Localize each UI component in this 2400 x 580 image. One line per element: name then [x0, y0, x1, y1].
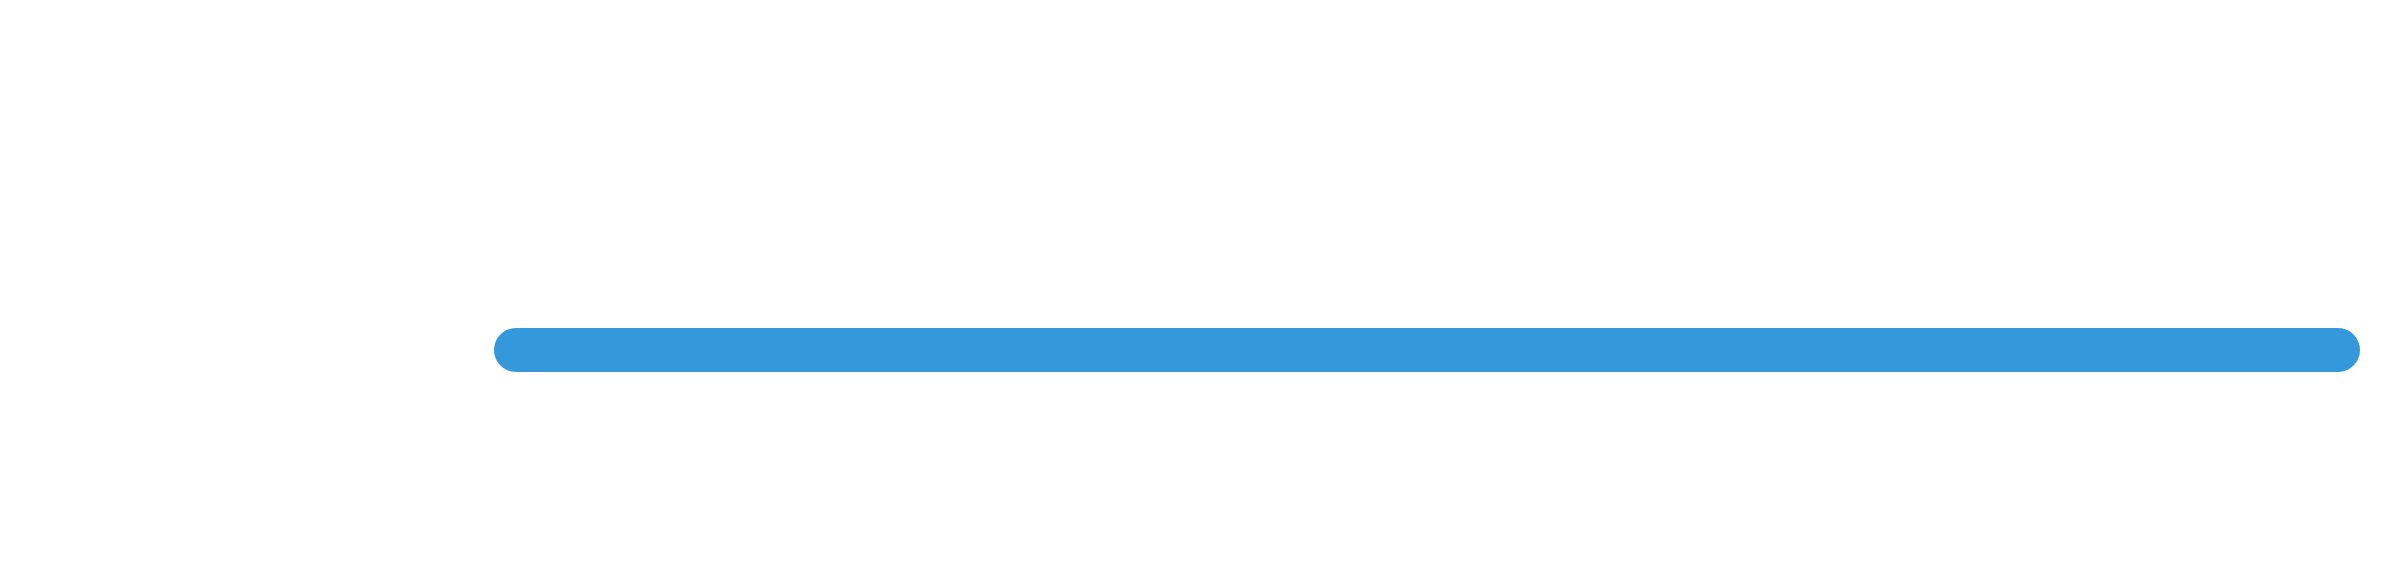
species-column-list: [480, 0, 2370, 310]
phylostratum-bar-track[interactable]: [494, 328, 2360, 372]
